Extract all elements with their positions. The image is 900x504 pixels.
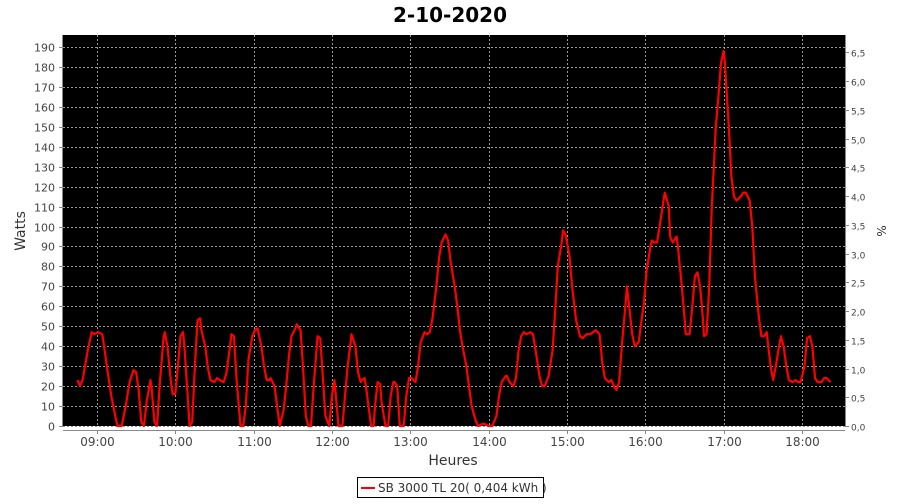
y-tick-label: 170: [34, 82, 55, 95]
y-tick-label: 20: [41, 381, 55, 394]
y-tick-label: 120: [34, 182, 55, 195]
y2-tick-label: 1,0: [851, 367, 866, 377]
y-tick-label: 80: [41, 261, 55, 274]
legend-label: SB 3000 TL 20( 0,404 kWh ): [378, 481, 547, 495]
x-axis-label: Heures: [428, 453, 477, 469]
x-tick-label: 09:00: [80, 435, 115, 449]
series-line: [76, 49, 832, 428]
x-tick-label: 18:00: [785, 435, 820, 449]
y2-tick-label: 3,5: [851, 223, 865, 233]
y2-tick-label: 6,0: [851, 79, 866, 89]
y2-tick-label: 2,5: [851, 280, 865, 290]
y-tick-label: 110: [34, 202, 55, 215]
y2-tick-label: 4,0: [851, 194, 866, 204]
x-tick-label: 10:00: [158, 435, 193, 449]
legend: SB 3000 TL 20( 0,404 kWh ): [357, 477, 547, 498]
y2-tick-label: 0,5: [851, 395, 865, 405]
y2-tick-label: 3,0: [851, 252, 866, 262]
y-tick-label: 190: [34, 42, 55, 55]
grid: [63, 35, 845, 427]
y-tick-label: 100: [34, 222, 55, 235]
y-tick-label: 0: [48, 421, 55, 434]
y-tick-label: 150: [34, 122, 55, 135]
y2-tick-label: 6,5: [851, 50, 865, 60]
y2-tick-label: 4,5: [851, 165, 865, 175]
x-tick-label: 16:00: [628, 435, 663, 449]
y-tick-label: 180: [34, 62, 55, 75]
x-tick-label: 14:00: [472, 435, 507, 449]
x-tick-label: 13:00: [393, 435, 428, 449]
x-tick-label: 11:00: [237, 435, 272, 449]
chart-title: 2-10-2020: [393, 3, 507, 27]
x-tick-label: 12:00: [315, 435, 350, 449]
y-tick-label: 90: [41, 241, 55, 254]
y2-tick-label: 5,5: [851, 108, 865, 118]
y-tick-label: 160: [34, 102, 55, 115]
y-tick-label: 50: [41, 321, 55, 334]
y2-tick-label: 1,5: [851, 338, 865, 348]
y2-tick-label: 5,0: [851, 137, 866, 147]
y2-tick-label: 2,0: [851, 309, 866, 319]
y-tick-label: 130: [34, 162, 55, 175]
plot-area: [63, 35, 845, 426]
y2-axis-label: %: [874, 225, 888, 236]
x-axis: 09:00 10:00 11:00 12:00 13:00 14:00 15:00 16:00…: [80, 430, 820, 449]
y-tick-label: 70: [41, 281, 55, 294]
y-axis: 0 10 20 30 40 50 60 70 80 90 100 110 120 130 140 150 160…: [34, 42, 63, 434]
y2-tick-label: 0,0: [851, 424, 866, 434]
x-tick-label: 15:00: [550, 435, 585, 449]
y-tick-label: 140: [34, 142, 55, 155]
y2-axis: 0,0 0,5 1,0 1,5 2,0 2,5 3,0 3,5 4,0 4,5 5,0 5,5 6,0 6…: [845, 50, 866, 434]
y-tick-label: 60: [41, 301, 55, 314]
x-tick-label: 17:00: [707, 435, 742, 449]
y-tick-label: 40: [41, 341, 55, 354]
y-tick-label: 10: [41, 401, 55, 414]
y-tick-label: 30: [41, 361, 55, 374]
y-axis-label: Watts: [13, 211, 29, 251]
